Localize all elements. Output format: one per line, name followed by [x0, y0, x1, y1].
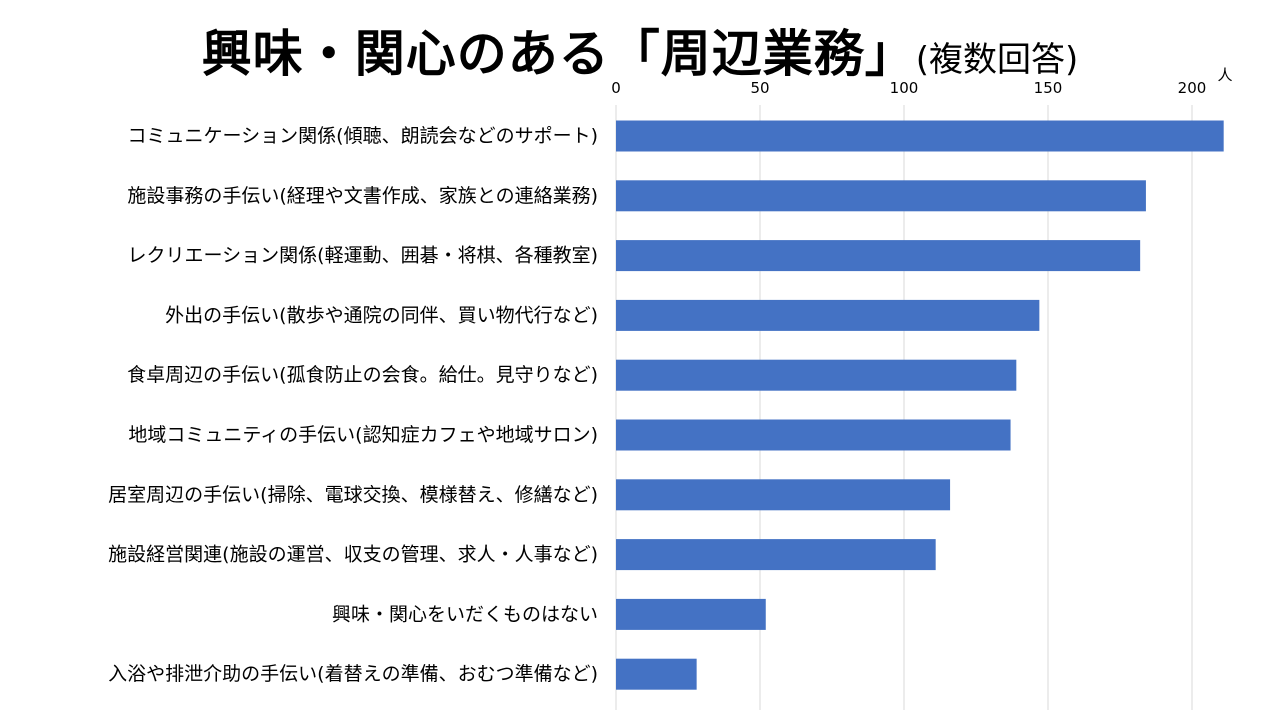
category-label: 外出の手伝い(散歩や通院の同伴、買い物代行など): [165, 304, 598, 326]
category-label: 施設経営関連(施設の運営、収支の管理、求人・人事など): [108, 544, 598, 566]
category-label: 居室周辺の手伝い(掃除、電球交換、模様替え、修繕など): [108, 484, 598, 506]
category-label: 入浴や排泄介助の手伝い(着替えの準備、おむつ準備など): [108, 663, 598, 685]
category-label: レクリエーション関係(軽運動、囲碁・将棋、各種教室): [128, 245, 598, 267]
bar: [616, 658, 697, 690]
bar: [616, 419, 1011, 451]
chart-title-sub: (複数回答): [915, 40, 1079, 80]
category-label: 施設事務の手伝い(経理や文書作成、家族との連絡業務): [127, 185, 598, 207]
chart-title-main: 興味・関心のある「周辺業務」: [201, 25, 916, 83]
bar: [616, 539, 936, 571]
x-tick-label: 50: [750, 79, 769, 97]
x-axis-ticks: 0 50 100 150 200: [611, 79, 1206, 97]
unit-label: 人: [1217, 66, 1232, 84]
bar: [616, 240, 1141, 272]
category-label: 地域コミュニティの手伝い(認知症カフェや地域サロン): [128, 424, 598, 446]
x-tick-label: 0: [611, 79, 621, 97]
bar: [616, 120, 1224, 152]
bar: [616, 479, 951, 511]
category-label: 興味・関心をいだくものはない: [332, 603, 598, 625]
bar: [616, 299, 1040, 331]
chart-title: 興味・関心のある「周辺業務」(複数回答): [0, 14, 1280, 86]
category-label: コミュニケーション関係(傾聴、朗読会などのサポート): [128, 125, 598, 147]
category-label: 食卓周辺の手伝い(孤食防止の会食。給仕。見守りなど): [127, 364, 598, 386]
x-tick-label: 100: [890, 79, 919, 97]
category-labels: コミュニケーション関係(傾聴、朗読会などのサポート) 施設事務の手伝い(経理や文書…: [108, 125, 598, 685]
x-tick-label: 150: [1034, 79, 1063, 97]
bar: [616, 180, 1146, 212]
bars: [616, 120, 1224, 690]
bar: [616, 359, 1017, 391]
bar: [616, 598, 766, 630]
x-tick-label: 200: [1178, 79, 1207, 97]
